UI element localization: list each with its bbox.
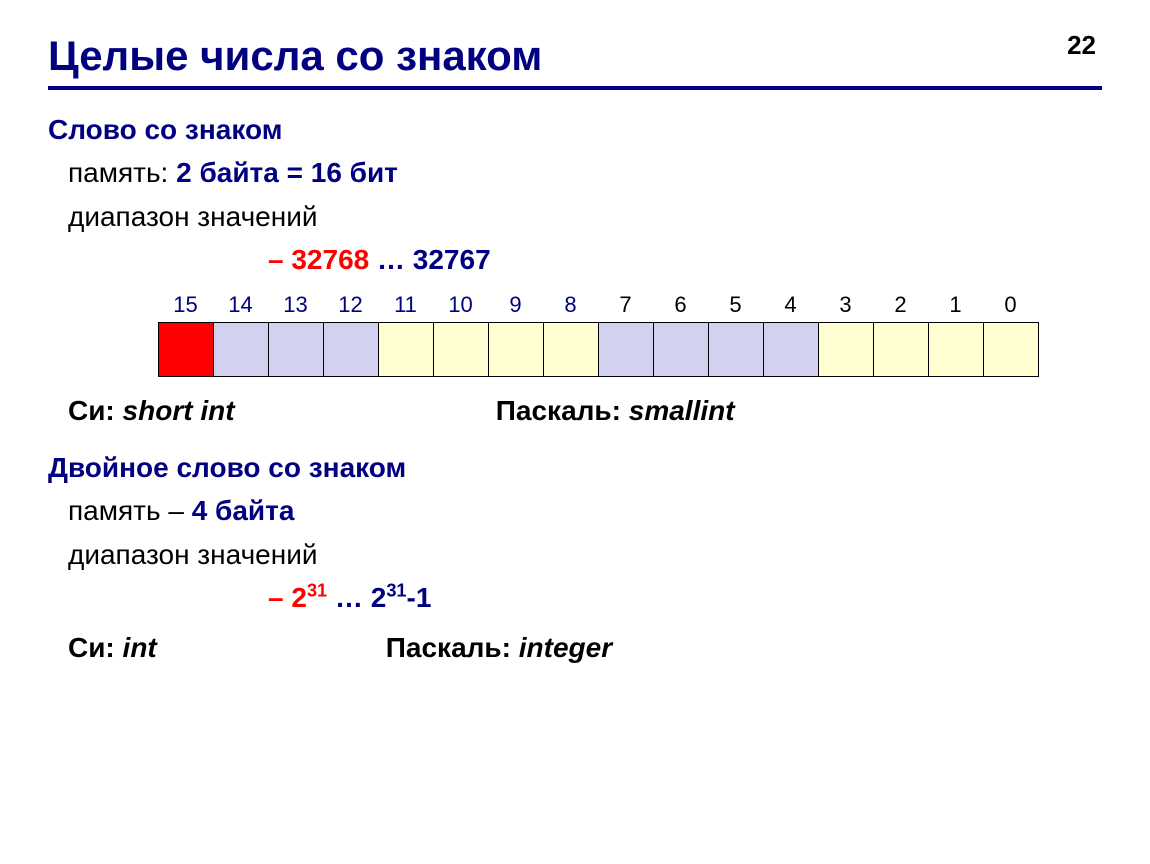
bit-number: 8	[543, 288, 598, 322]
range-pos-2: 231-1	[371, 582, 432, 613]
bit-number: 14	[213, 288, 268, 322]
lang-c-2: Си: int	[68, 626, 378, 669]
bit-numbers-row: 1514131211109876543210	[158, 288, 1102, 322]
bit-number: 15	[158, 288, 213, 322]
bit-cell	[269, 322, 324, 377]
bit-cell	[654, 322, 709, 377]
lang-pascal-2: Паскаль: integer	[386, 626, 612, 669]
section1-range-label: диапазон значений	[68, 195, 1102, 238]
bit-number: 3	[818, 288, 873, 322]
lang-c-label: Си:	[68, 395, 123, 426]
range-pos: 32767	[413, 244, 491, 275]
bit-cell	[214, 322, 269, 377]
section1-memory: память: 2 байта = 16 бит	[68, 151, 1102, 194]
lang-p-label-2: Паскаль:	[386, 632, 519, 663]
lang-c-type-2: int	[123, 632, 157, 663]
range-neg-2: – 231	[268, 582, 327, 613]
bit-cell	[929, 322, 984, 377]
mem-label: память:	[68, 157, 176, 188]
section2-heading: Двойное слово со знаком	[48, 446, 1102, 489]
bit-cell	[874, 322, 929, 377]
bit-number: 6	[653, 288, 708, 322]
section2-languages: Си: int Паскаль: integer	[68, 626, 1102, 669]
range-dots-2: …	[327, 582, 371, 613]
mem-value-2: 4 байта	[192, 495, 295, 526]
slide: 22 Целые числа со знаком Слово со знаком…	[0, 0, 1150, 864]
lang-p-label: Паскаль:	[496, 395, 629, 426]
title-divider	[48, 86, 1102, 90]
range-dots: …	[369, 244, 413, 275]
bit-number: 7	[598, 288, 653, 322]
bit-number: 5	[708, 288, 763, 322]
bit-number: 13	[268, 288, 323, 322]
section2-memory: память – 4 байта	[68, 489, 1102, 532]
mem-label-2: память –	[68, 495, 192, 526]
section2-range: – 231 … 231-1	[268, 576, 1102, 619]
content: Слово со знаком память: 2 байта = 16 бит…	[48, 108, 1102, 669]
bit-number: 9	[488, 288, 543, 322]
page-number: 22	[1067, 30, 1096, 61]
bit-cell	[379, 322, 434, 377]
bit-diagram: 1514131211109876543210	[158, 288, 1102, 377]
bit-cell	[599, 322, 654, 377]
lang-c-label-2: Си:	[68, 632, 123, 663]
lang-p-type-2: integer	[519, 632, 612, 663]
bit-cell	[709, 322, 764, 377]
bit-cell	[159, 322, 214, 377]
lang-c-type: short int	[123, 395, 235, 426]
lang-c: Си: short int	[68, 389, 488, 432]
section1-range: – 32768 … 32767	[268, 238, 1102, 281]
section2-range-label: диапазон значений	[68, 533, 1102, 576]
lang-pascal: Паскаль: smallint	[496, 389, 735, 432]
slide-title: Целые числа со знаком	[48, 32, 1102, 80]
bit-cell	[434, 322, 489, 377]
bit-number: 12	[323, 288, 378, 322]
bit-number: 2	[873, 288, 928, 322]
bit-cell	[489, 322, 544, 377]
bit-cell	[984, 322, 1039, 377]
mem-value: 2 байта = 16 бит	[176, 157, 398, 188]
bit-number: 10	[433, 288, 488, 322]
bit-number: 0	[983, 288, 1038, 322]
bit-cell	[324, 322, 379, 377]
bit-cell	[544, 322, 599, 377]
bit-number: 11	[378, 288, 433, 322]
lang-p-type: smallint	[629, 395, 735, 426]
bit-number: 4	[763, 288, 818, 322]
range-neg: – 32768	[268, 244, 369, 275]
bit-cell	[819, 322, 874, 377]
section1-heading: Слово со знаком	[48, 108, 1102, 151]
bit-number: 1	[928, 288, 983, 322]
bit-cell	[764, 322, 819, 377]
section1-languages: Си: short int Паскаль: smallint	[68, 389, 1102, 432]
bit-cells-row	[158, 322, 1102, 377]
